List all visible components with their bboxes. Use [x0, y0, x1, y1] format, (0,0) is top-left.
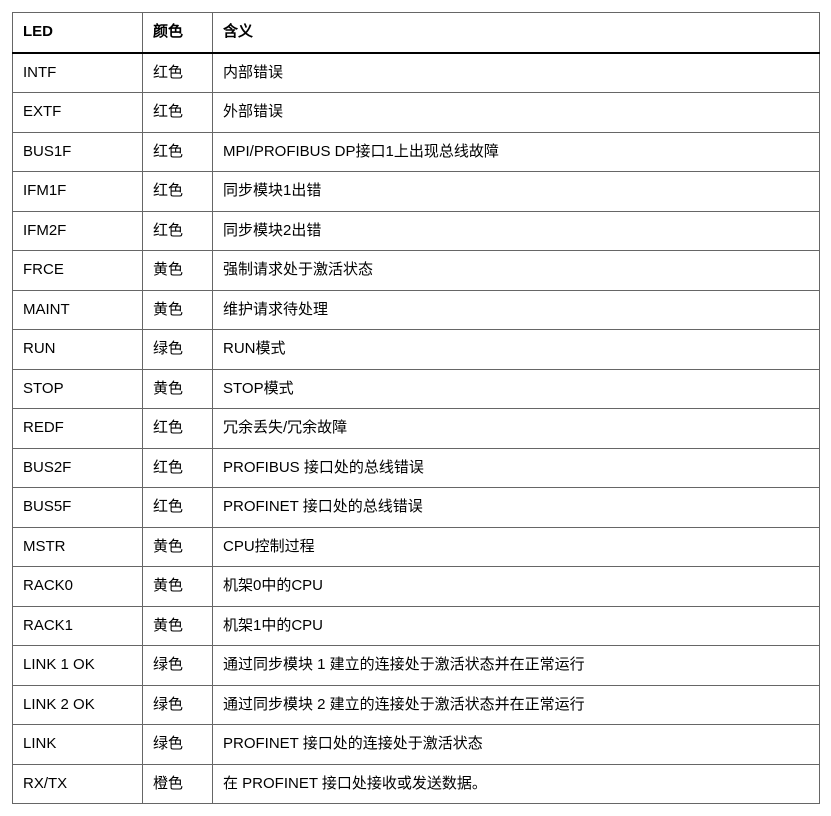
cell-led: RX/TX	[13, 764, 143, 804]
cell-meaning: 内部错误	[213, 53, 820, 93]
cell-meaning: 机架1中的CPU	[213, 606, 820, 646]
cell-color: 黄色	[143, 369, 213, 409]
cell-led: STOP	[13, 369, 143, 409]
led-status-table: LED 颜色 含义 INTF红色内部错误 EXTF红色外部错误 BUS1F红色M…	[12, 12, 820, 804]
cell-meaning: 冗余丢失/冗余故障	[213, 409, 820, 449]
cell-meaning: 机架0中的CPU	[213, 567, 820, 607]
table-row: REDF红色冗余丢失/冗余故障	[13, 409, 820, 449]
table-row: STOP黄色STOP模式	[13, 369, 820, 409]
cell-color: 红色	[143, 448, 213, 488]
cell-color: 黄色	[143, 567, 213, 607]
table-row: EXTF红色外部错误	[13, 93, 820, 133]
table-row: RX/TX橙色在 PROFINET 接口处接收或发送数据。	[13, 764, 820, 804]
table-row: LINK 1 OK绿色通过同步模块 1 建立的连接处于激活状态并在正常运行	[13, 646, 820, 686]
cell-color: 红色	[143, 172, 213, 212]
cell-color: 黄色	[143, 606, 213, 646]
table-header: LED 颜色 含义	[13, 13, 820, 53]
cell-color: 红色	[143, 53, 213, 93]
cell-led: IFM2F	[13, 211, 143, 251]
cell-led: RUN	[13, 330, 143, 370]
table-row: FRCE黄色强制请求处于激活状态	[13, 251, 820, 291]
cell-led: INTF	[13, 53, 143, 93]
cell-led: BUS1F	[13, 132, 143, 172]
cell-meaning: PROFIBUS 接口处的总线错误	[213, 448, 820, 488]
cell-led: BUS5F	[13, 488, 143, 528]
cell-led: LINK	[13, 725, 143, 765]
cell-led: MAINT	[13, 290, 143, 330]
table-row: RACK1黄色机架1中的CPU	[13, 606, 820, 646]
col-header-led: LED	[13, 13, 143, 53]
cell-color: 红色	[143, 132, 213, 172]
table-row: IFM1F红色同步模块1出错	[13, 172, 820, 212]
cell-color: 红色	[143, 211, 213, 251]
cell-meaning: 强制请求处于激活状态	[213, 251, 820, 291]
table-row: RACK0黄色机架0中的CPU	[13, 567, 820, 607]
table-row: MSTR黄色CPU控制过程	[13, 527, 820, 567]
cell-meaning: MPI/PROFIBUS DP接口1上出现总线故障	[213, 132, 820, 172]
cell-color: 黄色	[143, 527, 213, 567]
table-row: BUS5F红色PROFINET 接口处的总线错误	[13, 488, 820, 528]
cell-color: 绿色	[143, 725, 213, 765]
cell-color: 红色	[143, 93, 213, 133]
cell-led: EXTF	[13, 93, 143, 133]
cell-meaning: 维护请求待处理	[213, 290, 820, 330]
table-row: INTF红色内部错误	[13, 53, 820, 93]
cell-meaning: PROFINET 接口处的连接处于激活状态	[213, 725, 820, 765]
cell-meaning: 同步模块2出错	[213, 211, 820, 251]
cell-led: REDF	[13, 409, 143, 449]
cell-meaning: 外部错误	[213, 93, 820, 133]
table-row: IFM2F红色同步模块2出错	[13, 211, 820, 251]
table-row: BUS1F红色MPI/PROFIBUS DP接口1上出现总线故障	[13, 132, 820, 172]
cell-color: 红色	[143, 409, 213, 449]
cell-meaning: 在 PROFINET 接口处接收或发送数据。	[213, 764, 820, 804]
cell-led: BUS2F	[13, 448, 143, 488]
cell-led: LINK 2 OK	[13, 685, 143, 725]
cell-color: 黄色	[143, 290, 213, 330]
cell-meaning: RUN模式	[213, 330, 820, 370]
table-body: INTF红色内部错误 EXTF红色外部错误 BUS1F红色MPI/PROFIBU…	[13, 53, 820, 804]
table-row: BUS2F红色PROFIBUS 接口处的总线错误	[13, 448, 820, 488]
cell-led: LINK 1 OK	[13, 646, 143, 686]
cell-meaning: 通过同步模块 1 建立的连接处于激活状态并在正常运行	[213, 646, 820, 686]
cell-meaning: 通过同步模块 2 建立的连接处于激活状态并在正常运行	[213, 685, 820, 725]
table-row: MAINT黄色维护请求待处理	[13, 290, 820, 330]
table-row: RUN绿色RUN模式	[13, 330, 820, 370]
col-header-meaning: 含义	[213, 13, 820, 53]
cell-meaning: CPU控制过程	[213, 527, 820, 567]
cell-led: FRCE	[13, 251, 143, 291]
cell-led: IFM1F	[13, 172, 143, 212]
cell-meaning: STOP模式	[213, 369, 820, 409]
cell-color: 黄色	[143, 251, 213, 291]
cell-led: RACK1	[13, 606, 143, 646]
col-header-color: 颜色	[143, 13, 213, 53]
table-row: LINK绿色PROFINET 接口处的连接处于激活状态	[13, 725, 820, 765]
cell-color: 绿色	[143, 685, 213, 725]
cell-color: 绿色	[143, 330, 213, 370]
cell-led: RACK0	[13, 567, 143, 607]
cell-color: 橙色	[143, 764, 213, 804]
cell-meaning: PROFINET 接口处的总线错误	[213, 488, 820, 528]
cell-led: MSTR	[13, 527, 143, 567]
cell-color: 红色	[143, 488, 213, 528]
cell-color: 绿色	[143, 646, 213, 686]
cell-meaning: 同步模块1出错	[213, 172, 820, 212]
table-row: LINK 2 OK绿色通过同步模块 2 建立的连接处于激活状态并在正常运行	[13, 685, 820, 725]
